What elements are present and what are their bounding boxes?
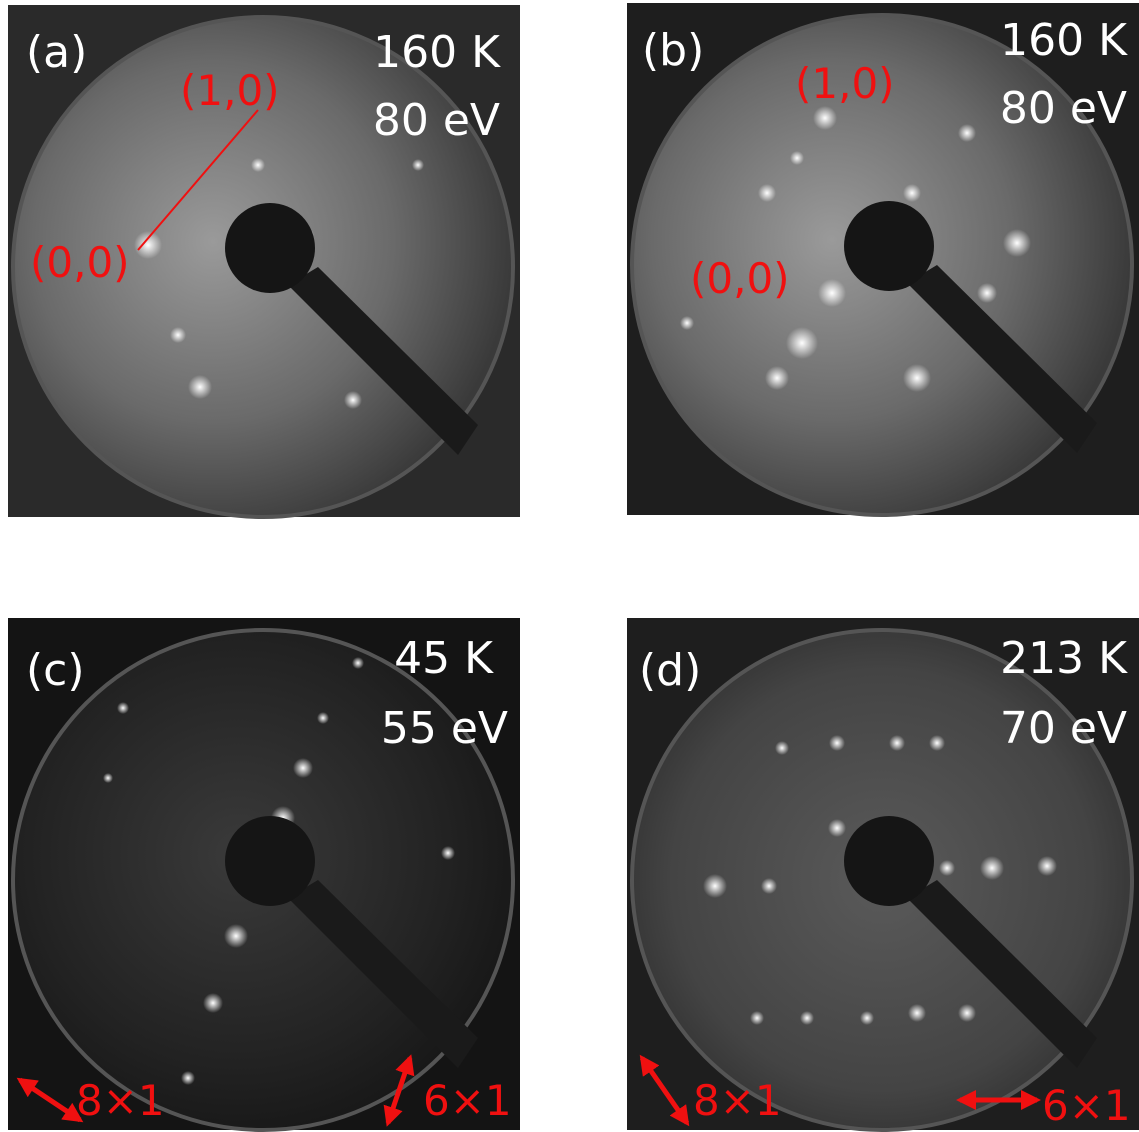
annotation: 8×1 xyxy=(76,1076,165,1125)
diffraction-spot xyxy=(750,1011,764,1025)
energy: 55 eV xyxy=(381,703,508,754)
diffraction-spot xyxy=(251,158,265,172)
diffraction-spot xyxy=(758,184,776,202)
electron-gun xyxy=(225,203,315,293)
temperature: 160 K xyxy=(373,27,501,78)
direction-arrow xyxy=(16,1077,84,1123)
sample-holder xyxy=(288,880,478,1068)
sample-holder xyxy=(907,880,1097,1068)
direction-arrow xyxy=(639,1054,690,1127)
diffraction-spot xyxy=(224,924,248,948)
diffraction-spot xyxy=(293,758,313,778)
direction-arrow xyxy=(383,1054,415,1127)
diffraction-spot xyxy=(860,1011,874,1025)
diffraction-spot xyxy=(703,874,727,898)
diffraction-spot xyxy=(958,1004,976,1022)
diffraction-spot xyxy=(958,124,976,142)
diffraction-spot xyxy=(134,231,162,259)
diffraction-spot xyxy=(790,151,804,165)
electron-gun xyxy=(844,816,934,906)
diffraction-spot xyxy=(181,1071,195,1085)
annotation: (1,0) xyxy=(795,59,895,108)
panel-label: (a) xyxy=(26,27,87,78)
diffraction-spot xyxy=(903,364,931,392)
diffraction-spot xyxy=(813,106,837,130)
panel-label: (b) xyxy=(642,25,704,76)
annotation: (0,0) xyxy=(690,254,790,303)
diffraction-spot xyxy=(818,279,846,307)
energy: 70 eV xyxy=(1000,703,1127,754)
panel: (c) 45 K 55 eV 8×1 6×1 xyxy=(8,618,520,1132)
annotation: 6×1 xyxy=(423,1076,512,1125)
annotation: 8×1 xyxy=(693,1076,782,1125)
annotation: 6×1 xyxy=(1042,1081,1131,1130)
diffraction-spot xyxy=(117,702,129,714)
diffraction-spot xyxy=(903,184,921,202)
diffraction-spot xyxy=(908,1004,926,1022)
diffraction-spot xyxy=(203,993,223,1013)
diffraction-spot xyxy=(441,846,455,860)
diffraction-spot xyxy=(889,735,905,751)
diffraction-spot xyxy=(977,283,997,303)
diffraction-spot xyxy=(103,773,113,783)
diffraction-spot xyxy=(828,819,846,837)
reciprocal-vector xyxy=(137,109,259,251)
diffraction-spot xyxy=(188,375,212,399)
diffraction-spot xyxy=(929,735,945,751)
diffraction-spot xyxy=(765,366,789,390)
annotation: (1,0) xyxy=(180,66,280,115)
diffraction-spot xyxy=(800,1011,814,1025)
diffraction-spot xyxy=(786,327,818,359)
diffraction-spot xyxy=(761,878,777,894)
annotation: (0,0) xyxy=(30,238,130,287)
panel: (a) 160 K 80 eV (1,0) (0,0) xyxy=(8,5,520,519)
diffraction-spot xyxy=(980,856,1004,880)
diffraction-spot xyxy=(1037,856,1057,876)
diffraction-spot xyxy=(317,712,329,724)
electron-gun xyxy=(225,816,315,906)
panel: (d) 213 K 70 eV 8×1 6×1 xyxy=(627,618,1139,1132)
energy: 80 eV xyxy=(373,95,500,146)
panel-label: (d) xyxy=(639,645,701,696)
sample-holder xyxy=(288,267,478,455)
electron-gun xyxy=(844,201,934,291)
diffraction-spot xyxy=(680,316,694,330)
temperature: 213 K xyxy=(1000,633,1128,684)
sample-holder xyxy=(907,265,1097,453)
temperature: 45 K xyxy=(394,633,494,684)
diffraction-spot xyxy=(939,860,955,876)
energy: 80 eV xyxy=(1000,83,1127,134)
panel: (b) 160 K 80 eV (1,0) (0,0) xyxy=(627,3,1139,517)
temperature: 160 K xyxy=(1000,15,1128,66)
diffraction-spot xyxy=(170,327,186,343)
diffraction-spot xyxy=(412,159,424,171)
diffraction-spot xyxy=(352,657,364,669)
diffraction-spot xyxy=(775,741,789,755)
panel-label: (c) xyxy=(26,645,85,696)
diffraction-spot xyxy=(344,391,362,409)
diffraction-spot xyxy=(829,735,845,751)
diffraction-spot xyxy=(1003,229,1031,257)
